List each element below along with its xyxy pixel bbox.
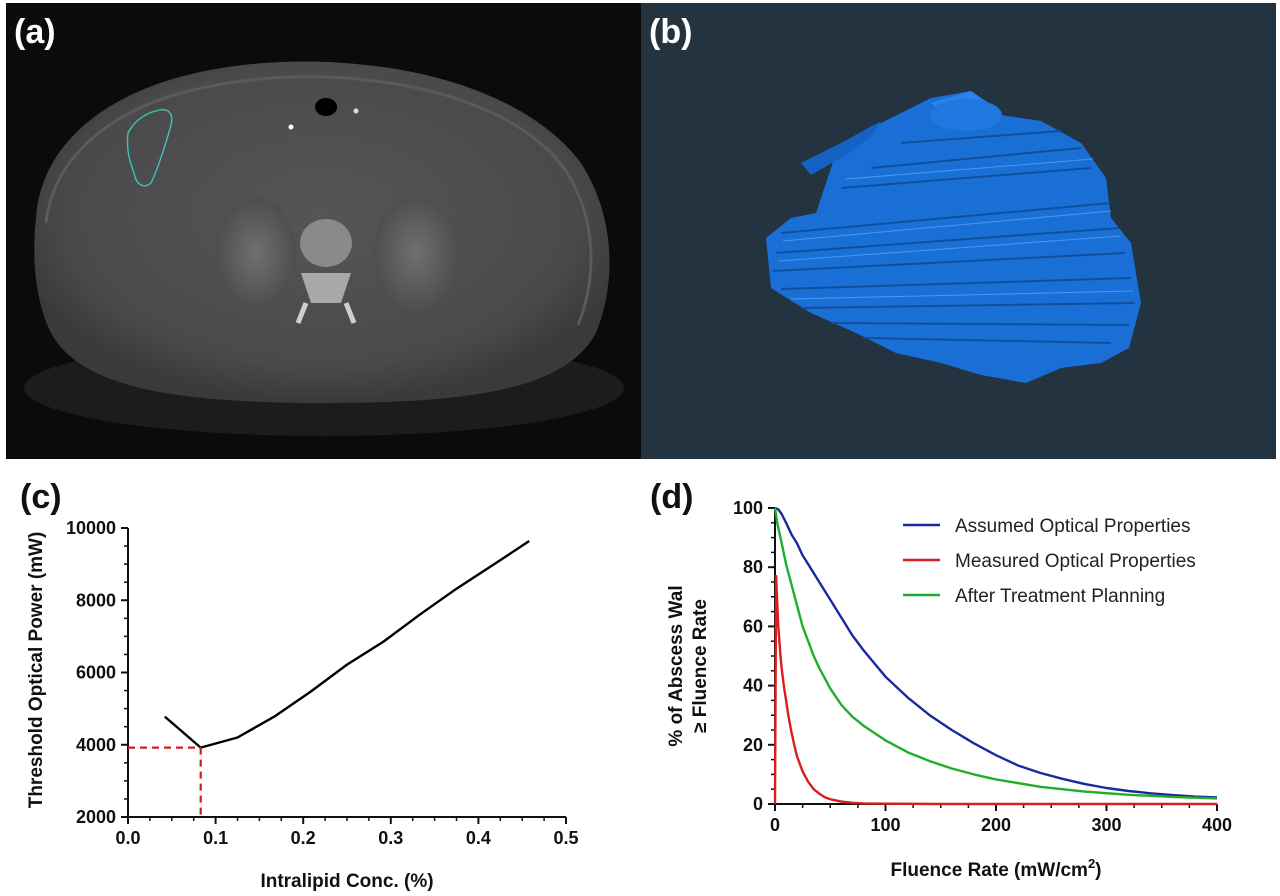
- series-line-1: [773, 574, 1217, 806]
- y-tick-label: 20: [743, 735, 763, 755]
- y-tick-label: 80: [743, 557, 763, 577]
- d-x-axis-label: Fluence Rate (mW/cm2): [891, 856, 1102, 881]
- series-line-0: [774, 506, 1218, 799]
- series-line-2: [773, 507, 1218, 800]
- y-tick-label: 6000: [76, 663, 116, 683]
- y-tick-label: 2000: [76, 807, 116, 827]
- d-x-axis-label-sup: 2: [1088, 856, 1095, 871]
- abscess-3d-voxel-model: [766, 91, 1141, 383]
- series-line-0: [164, 539, 530, 749]
- voxel-render-panel: (b): [641, 3, 1276, 459]
- d-y-axis-label-line2: ≥ Fluence Rate: [690, 599, 711, 733]
- x-tick-label: 0.4: [466, 828, 491, 848]
- legend-label-1: Measured Optical Properties: [955, 551, 1196, 572]
- chart-threshold-power: (c) 0.0 0.1 0.2 0.3 0.4 0.5 2000 4000 6000 8000 10…: [20, 478, 579, 892]
- x-tick-label: 100: [870, 815, 900, 835]
- y-tick-label: 40: [743, 676, 763, 696]
- x-tick-label: 200: [981, 815, 1011, 835]
- panel-c-label: (c): [20, 478, 62, 516]
- d-x-axis-label-close: ): [1095, 860, 1101, 881]
- x-tick-label: 0.3: [378, 828, 403, 848]
- y-tick-label: 10000: [66, 518, 116, 538]
- abscess-contour: [126, 109, 173, 187]
- d-legend: Assumed Optical Properties Measured Optic…: [903, 516, 1196, 607]
- x-tick-label: 0.2: [291, 828, 316, 848]
- d-x-axis-label-main: Fluence Rate (mW/cm: [891, 860, 1088, 881]
- ct-axial-slice-image: [24, 61, 624, 436]
- y-tick-label: 60: [743, 616, 763, 636]
- y-tick-label: 0: [753, 794, 763, 814]
- chart-fluence-rate: (d) 0 100 200 300 400 0 20 40 60 80 100 Assumed Op…: [650, 478, 1232, 881]
- ct-image-panel: (a): [6, 3, 641, 459]
- panel-a-label: (a): [14, 13, 56, 51]
- x-tick-label: 0.1: [203, 828, 228, 848]
- x-tick-label: 300: [1091, 815, 1121, 835]
- x-tick-label: 0.5: [553, 828, 578, 848]
- panel-d-label: (d): [650, 478, 693, 516]
- legend-label-2: After Treatment Planning: [955, 586, 1165, 607]
- x-tick-label: 400: [1202, 815, 1232, 835]
- y-tick-label: 100: [733, 498, 763, 518]
- d-y-axis-label-line1: % of Abscess Wal: [666, 585, 687, 746]
- panel-b-label: (b): [649, 13, 693, 51]
- x-tick-label: 0.0: [115, 828, 140, 848]
- x-tick-label: 0: [770, 815, 780, 835]
- y-tick-label: 4000: [76, 735, 116, 755]
- y-tick-label: 8000: [76, 590, 116, 610]
- legend-label-0: Assumed Optical Properties: [955, 516, 1191, 537]
- c-x-axis-label: Intralipid Conc. (%): [260, 871, 433, 892]
- c-y-axis-label: Threshold Optical Power (mW): [26, 532, 47, 809]
